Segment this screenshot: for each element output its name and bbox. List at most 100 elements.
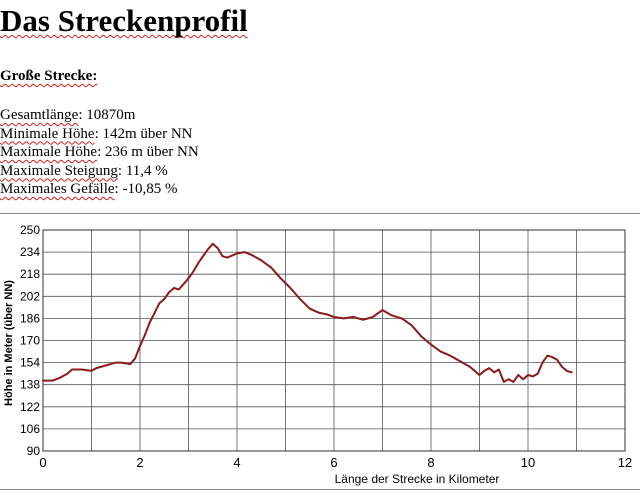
data-point [148,321,151,324]
section-heading: Große Strecke: [0,68,98,84]
data-point [308,307,311,310]
data-point [381,309,384,311]
data-point [226,256,229,259]
elevation-chart: 90 106 122 138 154 170 186 202 218 234 250 0 2 4 6 8 10 1… [0,213,640,490]
data-point [158,302,161,305]
stat-max-elevation: Maximale Höhe: 236 m über NN [0,144,199,160]
stat-max-gradient: Maximale Steigung: 11,4 % [0,162,168,179]
data-point [202,255,204,258]
x-tick-label: 12 [618,455,632,470]
data-point [299,298,301,300]
data-point [551,356,554,358]
data-point [211,242,214,245]
y-tick-label: 154 [20,356,40,370]
elevation-chart-svg: 90 106 122 138 154 170 186 202 218 234 250 0 2 4 6 8 10 1… [3,223,632,486]
stat-label: Maximale Höhe [0,144,98,160]
data-point [541,361,544,364]
data-point [512,381,515,383]
data-point [401,317,403,320]
stat-value: 10870m [86,107,136,123]
data-point [71,368,73,371]
data-point [270,266,272,269]
x-tick-label: 4 [233,455,240,470]
data-point [556,358,558,361]
data-point [250,254,253,256]
data-point [410,324,413,327]
data-point [42,379,44,382]
data-point [153,312,156,314]
stat-max-descent: Maximales Gefälle: -10,85 % [0,181,178,197]
page-title: Das Streckenprofil [0,3,248,38]
chart-series [42,242,573,383]
y-tick-label: 106 [20,422,40,436]
stat-label: Maximale Steigung [0,162,118,179]
x-tick-label: 8 [427,455,434,470]
x-axis-label: Länge der Strecke in Kilometer [335,472,500,486]
chart-ticks: 90 106 122 138 154 170 186 202 218 234 250 0 2 4 6 8 10 1… [20,223,632,470]
data-point [342,317,345,320]
data-point [139,345,141,347]
data-point [66,372,69,375]
data-point [80,368,83,371]
data-point [192,270,195,273]
y-tick-label: 90 [27,444,41,458]
y-tick-label: 138 [20,378,40,392]
data-point [483,370,486,372]
stat-label: Gesamtlänge [0,107,79,123]
y-tick-label: 186 [20,311,40,325]
data-point [182,283,185,285]
data-point [134,357,137,360]
data-point [163,298,166,300]
data-point [333,316,335,318]
data-point [498,368,500,371]
data-point [430,343,432,346]
data-point [260,259,263,262]
chart-grid [42,229,626,452]
data-point [187,277,190,280]
data-point [468,365,471,368]
data-point [478,374,481,376]
data-point [325,313,328,316]
stat-min-elevation: Minimale Höhe: 142m über NN [0,125,193,142]
data-point [90,370,93,372]
data-point [420,335,423,338]
y-tick-label: 170 [20,334,40,348]
data-point [197,262,200,265]
data-point [493,371,495,374]
x-tick-label: 6 [330,455,337,470]
y-tick-label: 234 [20,245,40,259]
data-point [488,367,491,369]
data-point [517,374,520,376]
stat-total-length: Gesamtlänge: 10870m [0,107,136,123]
data-point [570,371,573,374]
data-point [439,350,442,353]
data-point [546,354,549,357]
stat-value: 236 m über NN [104,144,199,160]
data-point [565,370,568,372]
y-axis-label: Höhe in Meter (über NN) [3,280,15,406]
elevation-line [42,242,573,383]
x-tick-label: 2 [136,455,143,470]
data-point [177,288,180,291]
stats-list: Gesamtlänge: 10870m Minimale Höhe: 142m … [0,106,199,199]
data-point [51,379,54,382]
data-point [114,361,117,364]
data-point [173,287,175,289]
data-point [95,367,98,369]
data-point [362,318,364,321]
data-point [129,363,132,365]
data-point [507,378,510,381]
y-tick-label: 250 [20,223,40,237]
data-point [243,251,246,253]
data-point [59,376,61,379]
data-point [168,291,171,294]
data-point [532,375,534,378]
y-tick-label: 122 [20,400,40,414]
stat-label: Maximales Gefälle [0,181,115,197]
data-point [289,287,292,289]
data-point [527,374,529,376]
data-point [119,361,122,364]
data-point [105,364,107,367]
x-tick-label: 0 [39,455,46,470]
data-point [459,360,461,363]
